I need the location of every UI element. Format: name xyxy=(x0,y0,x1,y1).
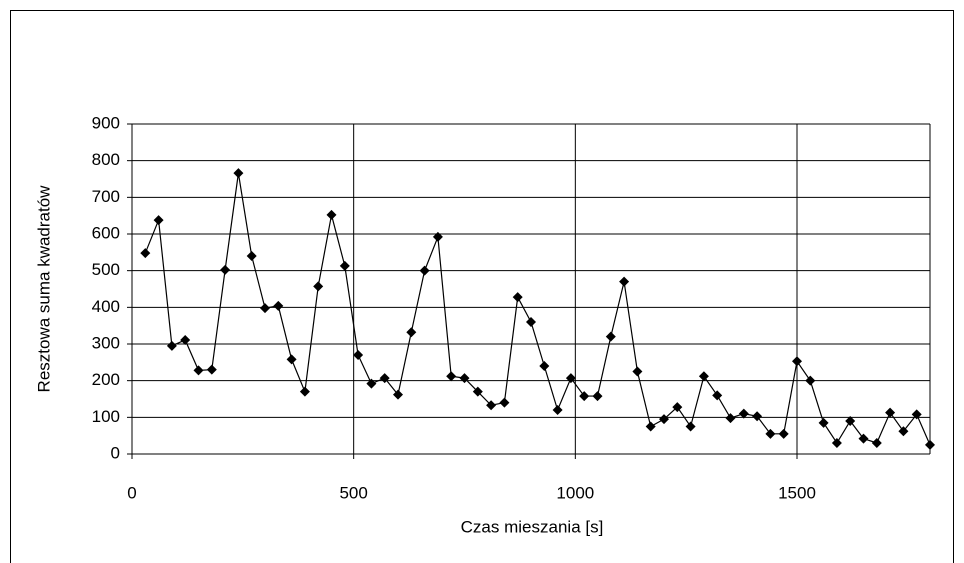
marker xyxy=(459,373,470,384)
y-tick-label: 700 xyxy=(92,187,120,206)
y-tick-label: 300 xyxy=(92,333,120,352)
marker xyxy=(632,366,643,377)
chart-frame xyxy=(10,10,954,563)
marker xyxy=(738,408,749,419)
marker xyxy=(366,378,377,389)
y-tick-label: 900 xyxy=(92,113,120,132)
marker xyxy=(353,350,364,360)
y-tick-label: 0 xyxy=(111,443,120,462)
marker xyxy=(579,391,590,402)
marker xyxy=(299,386,310,397)
x-tick-label: 1500 xyxy=(778,483,816,502)
marker xyxy=(565,373,576,384)
marker xyxy=(698,371,709,382)
marker xyxy=(605,331,616,342)
marker xyxy=(725,413,736,424)
marker xyxy=(166,340,177,351)
y-tick-label: 200 xyxy=(92,370,120,389)
marker xyxy=(273,300,284,311)
y-tick-label: 800 xyxy=(92,150,120,169)
marker xyxy=(765,428,776,439)
y-tick-label: 600 xyxy=(92,223,120,242)
marker xyxy=(153,215,164,226)
marker xyxy=(592,391,603,402)
marker xyxy=(313,281,324,292)
marker xyxy=(858,433,869,444)
marker xyxy=(871,438,882,448)
marker xyxy=(672,402,683,413)
marker xyxy=(885,407,896,418)
marker xyxy=(140,248,151,259)
y-axis-title: Resztowa suma kwadratów xyxy=(34,185,53,393)
marker xyxy=(446,371,457,382)
marker xyxy=(379,373,390,384)
marker xyxy=(233,168,244,179)
marker xyxy=(286,354,297,365)
marker xyxy=(260,303,270,314)
marker xyxy=(406,327,417,338)
marker xyxy=(180,334,191,345)
marker xyxy=(845,416,856,426)
x-tick-label: 0 xyxy=(127,483,136,502)
marker xyxy=(818,417,829,428)
marker xyxy=(206,364,217,375)
marker xyxy=(712,390,723,401)
marker xyxy=(685,421,696,432)
marker xyxy=(432,231,443,242)
marker xyxy=(831,438,842,448)
x-axis-title: Czas mieszania [s] xyxy=(461,517,604,536)
marker xyxy=(472,386,483,397)
y-tick-label: 400 xyxy=(92,297,120,316)
y-tick-label: 100 xyxy=(92,407,120,426)
marker xyxy=(778,428,789,439)
marker xyxy=(246,251,257,261)
marker xyxy=(925,439,935,450)
marker xyxy=(645,421,656,432)
marker xyxy=(619,276,630,287)
marker xyxy=(419,265,430,276)
marker xyxy=(911,409,922,420)
marker xyxy=(805,375,816,386)
marker xyxy=(526,317,536,327)
marker xyxy=(552,405,563,415)
marker xyxy=(326,209,337,220)
marker xyxy=(499,397,510,408)
marker xyxy=(792,356,802,367)
marker xyxy=(512,292,523,303)
marker xyxy=(659,414,669,425)
x-tick-label: 1000 xyxy=(556,483,594,502)
x-tick-label: 500 xyxy=(339,483,367,502)
marker xyxy=(193,365,204,376)
marker xyxy=(393,389,403,400)
marker xyxy=(752,411,763,422)
marker xyxy=(339,260,350,271)
marker xyxy=(220,264,231,275)
marker xyxy=(486,400,497,411)
y-tick-label: 500 xyxy=(92,260,120,279)
marker xyxy=(898,426,909,437)
marker xyxy=(539,361,550,371)
